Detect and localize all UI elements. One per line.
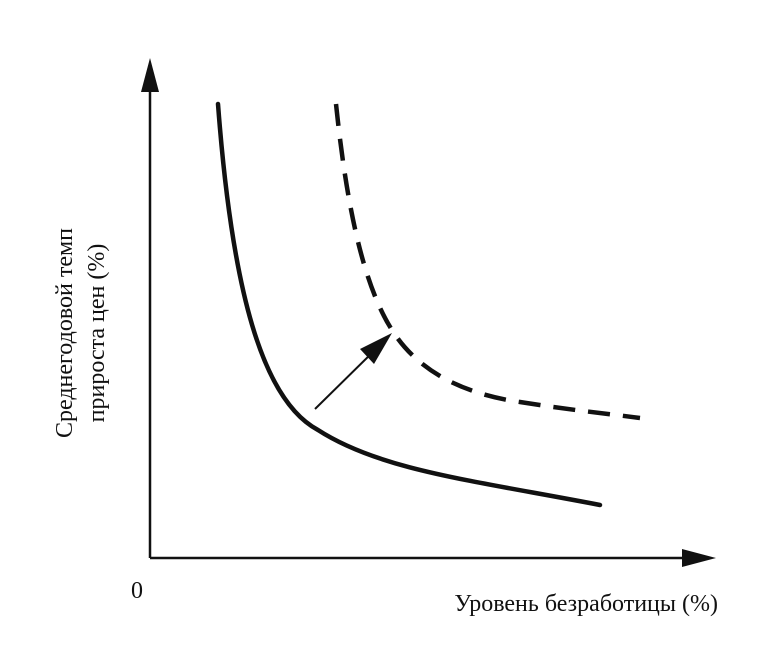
solid-curve [215, 101, 603, 508]
y-axis-label-line1: Среднегодовой темп [52, 228, 78, 438]
origin-label: 0 [131, 578, 143, 604]
x-axis-label: Уровень безработицы (%) [454, 591, 718, 617]
shift-arrow-head [360, 333, 392, 364]
y-axis-label: Среднегодовой темп прироста цен (%) [52, 228, 110, 438]
x-axis-arrowhead [682, 549, 716, 567]
y-axis-label-line2: прироста цен (%) [84, 244, 110, 423]
shift-arrow-line [314, 346, 379, 410]
y-axis-arrowhead [141, 58, 159, 92]
dashed-curve [333, 103, 641, 421]
